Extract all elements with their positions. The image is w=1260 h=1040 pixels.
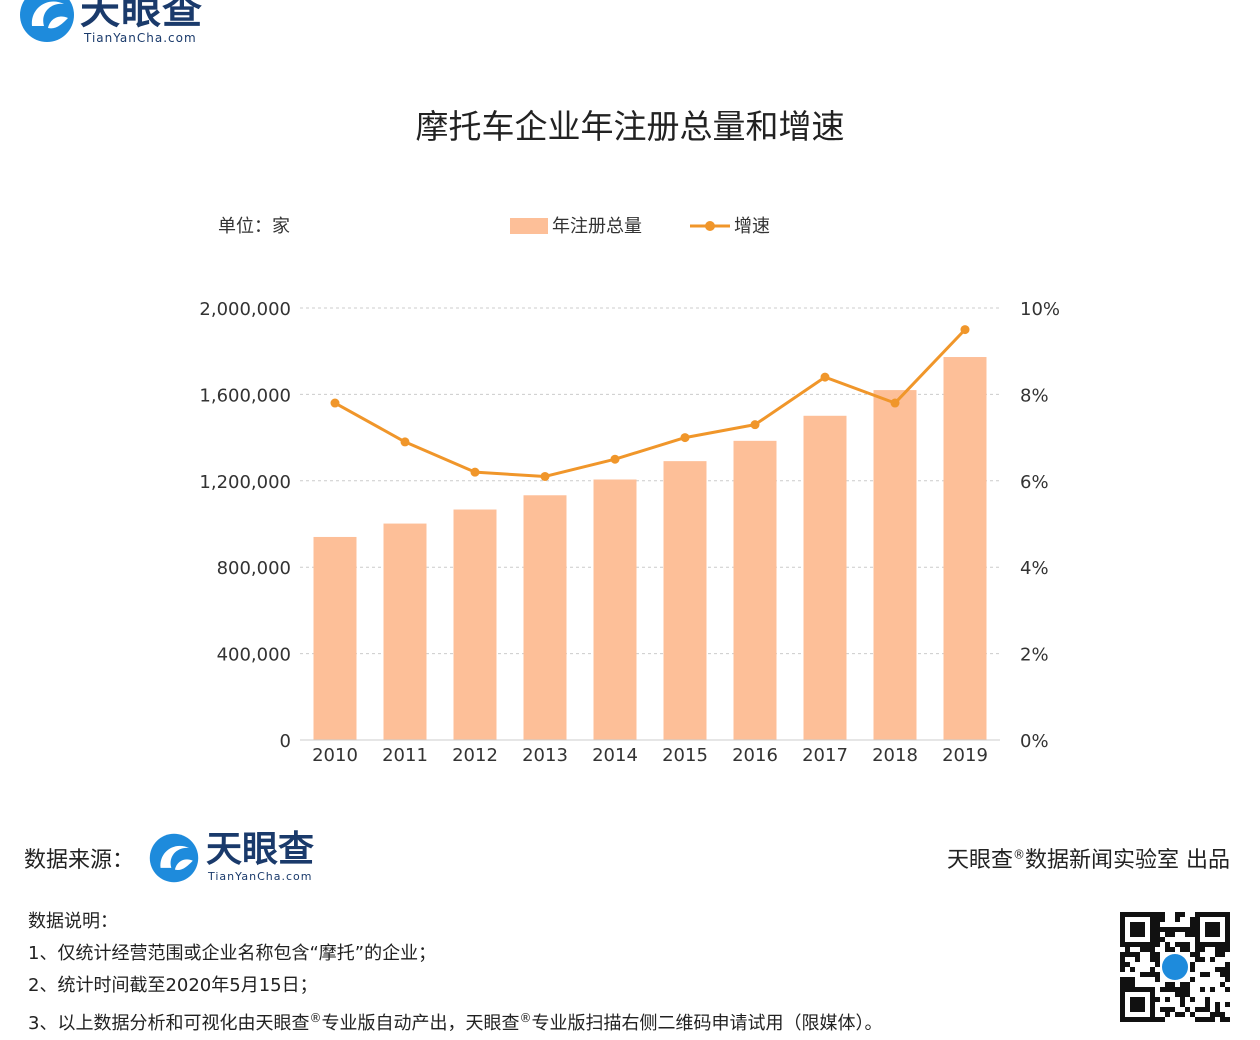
note-item: 3、以上数据分析和可视化由天眼查®专业版自动产出，天眼查®专业版扫描右侧二维码申… xyxy=(28,1002,882,1040)
bar xyxy=(873,390,917,740)
x-tick-label: 2016 xyxy=(732,745,778,766)
bar xyxy=(733,440,777,740)
x-tick-label: 2012 xyxy=(452,745,498,766)
note-item: 1、仅统计经营范围或企业名称包含“摩托”的企业； xyxy=(28,943,437,964)
note3-part2: 专业版自动产出，天眼查 xyxy=(321,1013,520,1034)
growth-rate-point xyxy=(960,325,970,335)
legend-item-line: 增速 xyxy=(690,212,770,238)
legend-line-swatch xyxy=(690,221,730,231)
brand-name-cn: 天眼查 xyxy=(80,0,203,33)
registered-mark: ® xyxy=(309,1011,322,1025)
legend-bar-label: 年注册总量 xyxy=(552,216,642,237)
footer-brand-name-cn: 天眼查 xyxy=(206,829,315,870)
x-tick-label: 2019 xyxy=(942,745,988,766)
growth-rate-line xyxy=(334,328,967,478)
bar xyxy=(593,479,637,740)
growth-rate-point xyxy=(610,454,620,464)
tianyancha-logo-icon xyxy=(149,833,199,883)
unit-label: 单位：家 xyxy=(218,216,290,237)
note3-part3: 专业版扫描右侧二维码申请试用（限媒体）。 xyxy=(531,1013,883,1034)
bar xyxy=(663,461,707,740)
notes-title: 数据说明： xyxy=(28,911,118,932)
y-right-tick-label: 4% xyxy=(1020,558,1049,579)
registered-mark: ® xyxy=(519,1011,532,1025)
x-tick-label: 2013 xyxy=(522,745,568,766)
bar xyxy=(383,523,427,740)
credit-prefix: 天眼查 xyxy=(946,848,1013,873)
credit-text: 天眼查®数据新闻实验室 出品 xyxy=(947,842,1230,874)
legend-line-label: 增速 xyxy=(734,216,770,237)
growth-rate-point xyxy=(750,420,760,430)
growth-rate-point xyxy=(470,467,480,477)
chart-area: 0 0% 400,000 2% 800,000 4% 1,200,000 6% 1,600,00… xyxy=(199,299,1060,766)
bar xyxy=(943,357,987,740)
note-item: 2、统计时间截至2020年5月15日； xyxy=(28,975,318,996)
data-notes: 数据说明： 1、仅统计经营范围或企业名称包含“摩托”的企业； 2、统计时间截至2… xyxy=(28,906,882,1040)
bar xyxy=(803,415,847,740)
growth-rate-point xyxy=(680,433,690,443)
x-tick-label: 2014 xyxy=(592,745,638,766)
y-left-tick-label: 400,000 xyxy=(217,645,291,666)
growth-rate-point xyxy=(540,471,550,481)
x-tick-label: 2011 xyxy=(382,745,428,766)
footer-brand-logo: 天眼查 TianYanCha.com xyxy=(148,830,348,886)
bar xyxy=(523,495,567,740)
qr-code-icon[interactable] xyxy=(1120,912,1230,1022)
y-left-tick-label: 1,200,000 xyxy=(199,472,291,493)
y-right-tick-label: 2% xyxy=(1020,645,1049,666)
growth-rate-point xyxy=(820,372,830,382)
tianyancha-logo-icon xyxy=(20,0,74,42)
y-right-tick-label: 8% xyxy=(1020,385,1049,406)
data-source-label: 数据来源： xyxy=(24,848,135,873)
bar xyxy=(313,536,357,740)
registered-mark: ® xyxy=(1013,847,1025,862)
y-right-tick-label: 10% xyxy=(1020,299,1060,320)
bar xyxy=(453,509,497,740)
x-tick-label: 2017 xyxy=(802,745,848,766)
y-right-tick-label: 6% xyxy=(1020,472,1049,493)
y-left-tick-label: 800,000 xyxy=(217,558,291,579)
x-tick-label: 2010 xyxy=(312,745,358,766)
y-right-tick-label: 0% xyxy=(1020,731,1049,752)
legend-item-bars: 年注册总量 xyxy=(510,212,642,238)
legend-bar-swatch xyxy=(510,218,548,234)
y-left-tick-label: 1,600,000 xyxy=(199,385,291,406)
x-tick-label: 2018 xyxy=(872,745,918,766)
brand-name-en: TianYanCha.com xyxy=(84,31,197,45)
credit-suffix: 数据新闻实验室 出品 xyxy=(1025,848,1230,873)
y-left-tick-label: 2,000,000 xyxy=(199,299,291,320)
chart-title: 摩托车企业年注册总量和增速 xyxy=(415,107,845,146)
brand-logo: 天眼查 TianYanCha.com xyxy=(18,0,218,48)
y-left-tick-label: 0 xyxy=(280,731,291,752)
x-tick-label: 2015 xyxy=(662,745,708,766)
note3-part1: 3、以上数据分析和可视化由天眼查 xyxy=(28,1013,310,1034)
growth-rate-point xyxy=(400,437,410,447)
growth-rate-point xyxy=(330,398,340,408)
footer-brand-name-en: TianYanCha.com xyxy=(208,870,313,883)
growth-rate-point xyxy=(890,398,900,408)
